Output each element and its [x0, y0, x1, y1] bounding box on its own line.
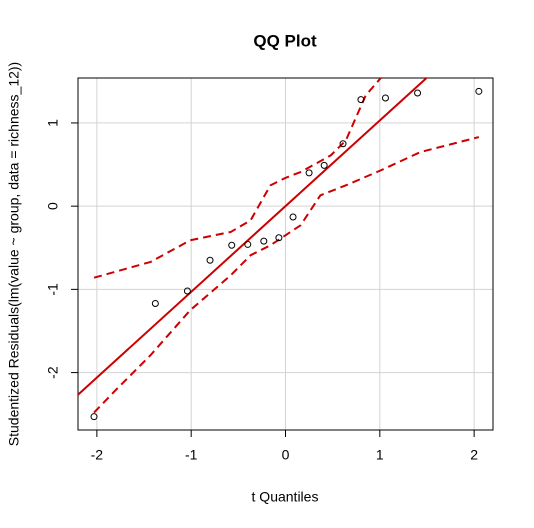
data-point: [320, 161, 328, 169]
y-axis-label: Studentized Residuals(lm(value ~ group, …: [6, 62, 22, 446]
plot-frame: [77, 77, 494, 431]
data-point: [357, 96, 365, 104]
data-point: [206, 256, 214, 264]
data-point: [151, 300, 159, 308]
x-tick-label: -1: [185, 447, 198, 463]
data-point: [90, 413, 98, 421]
y-tick-label: 0: [45, 202, 61, 210]
data-point: [275, 234, 283, 242]
x-axis-label: t Quantiles: [252, 489, 319, 505]
x-tick-label: 2: [470, 447, 478, 463]
data-point: [475, 87, 483, 95]
data-point: [244, 240, 252, 248]
y-tick-label: -2: [45, 366, 61, 379]
x-tick-label: 0: [282, 447, 290, 463]
chart-title: QQ Plot: [253, 31, 317, 50]
y-tick-label: -1: [45, 283, 61, 296]
data-point: [260, 237, 268, 245]
data-point: [228, 241, 236, 249]
y-tick-label: 1: [45, 119, 61, 127]
x-tick-label: -2: [91, 447, 104, 463]
data-point: [183, 287, 191, 295]
data-point: [289, 213, 297, 221]
data-point: [414, 89, 422, 97]
data-point: [381, 94, 389, 102]
data-point: [339, 140, 347, 148]
envelope-line: [93, 78, 382, 279]
x-tick-label: 1: [376, 447, 384, 463]
data-point: [305, 169, 313, 177]
reference-line: [78, 78, 429, 396]
